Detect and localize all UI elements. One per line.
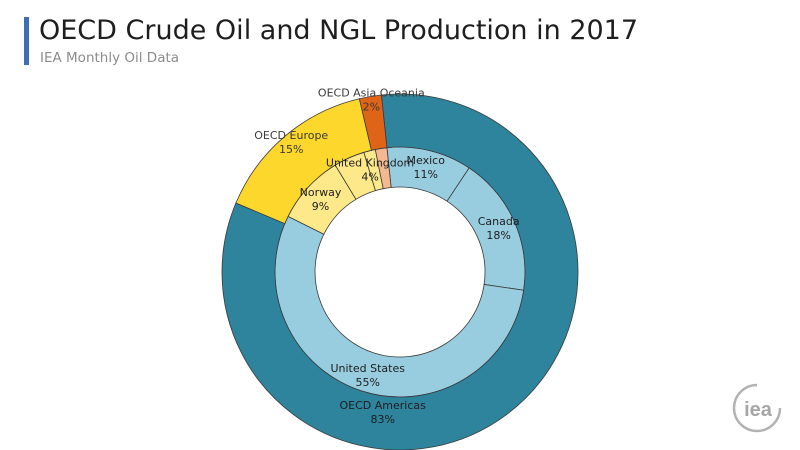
- outer-slice-oecd-americas: [221, 93, 579, 450]
- outer-slice-oecd-asia-oceania: [358, 94, 388, 151]
- inner-value-norway: 9%: [312, 200, 329, 213]
- logo-arc: [732, 383, 782, 433]
- title-accent-bar: [24, 17, 29, 65]
- inner-label-mexico: Mexico: [407, 154, 446, 167]
- inner-value-mexico: 11%: [414, 168, 438, 181]
- inner-label-norway: Norway: [300, 186, 342, 199]
- inner-value-canada: 18%: [486, 229, 510, 242]
- outer-value-oecd-europe: 15%: [279, 143, 303, 156]
- chart-title: OECD Crude Oil and NGL Production in 201…: [39, 15, 639, 46]
- inner-value-united-kingdom: 4%: [361, 170, 378, 183]
- inner-label-united-kingdom: United Kingdom: [326, 156, 414, 169]
- chart-subtitle: IEA Monthly Oil Data: [40, 50, 180, 66]
- outer-value-oecd-asia-oceania: 2%: [363, 100, 380, 113]
- inner-label-canada: Canada: [478, 215, 520, 228]
- inner-value-united-states: 55%: [355, 376, 379, 389]
- outer-label-oecd-asia-oceania: OECD Asia Oceania: [318, 86, 425, 99]
- iea-logo: iea: [732, 383, 782, 433]
- outer-value-oecd-americas: 83%: [370, 413, 394, 426]
- outer-label-oecd-americas: OECD Americas: [340, 399, 427, 412]
- inner-label-united-states: United States: [330, 362, 405, 375]
- logo-wordmark: iea: [744, 399, 773, 421]
- outer-label-oecd-europe: OECD Europe: [254, 129, 328, 142]
